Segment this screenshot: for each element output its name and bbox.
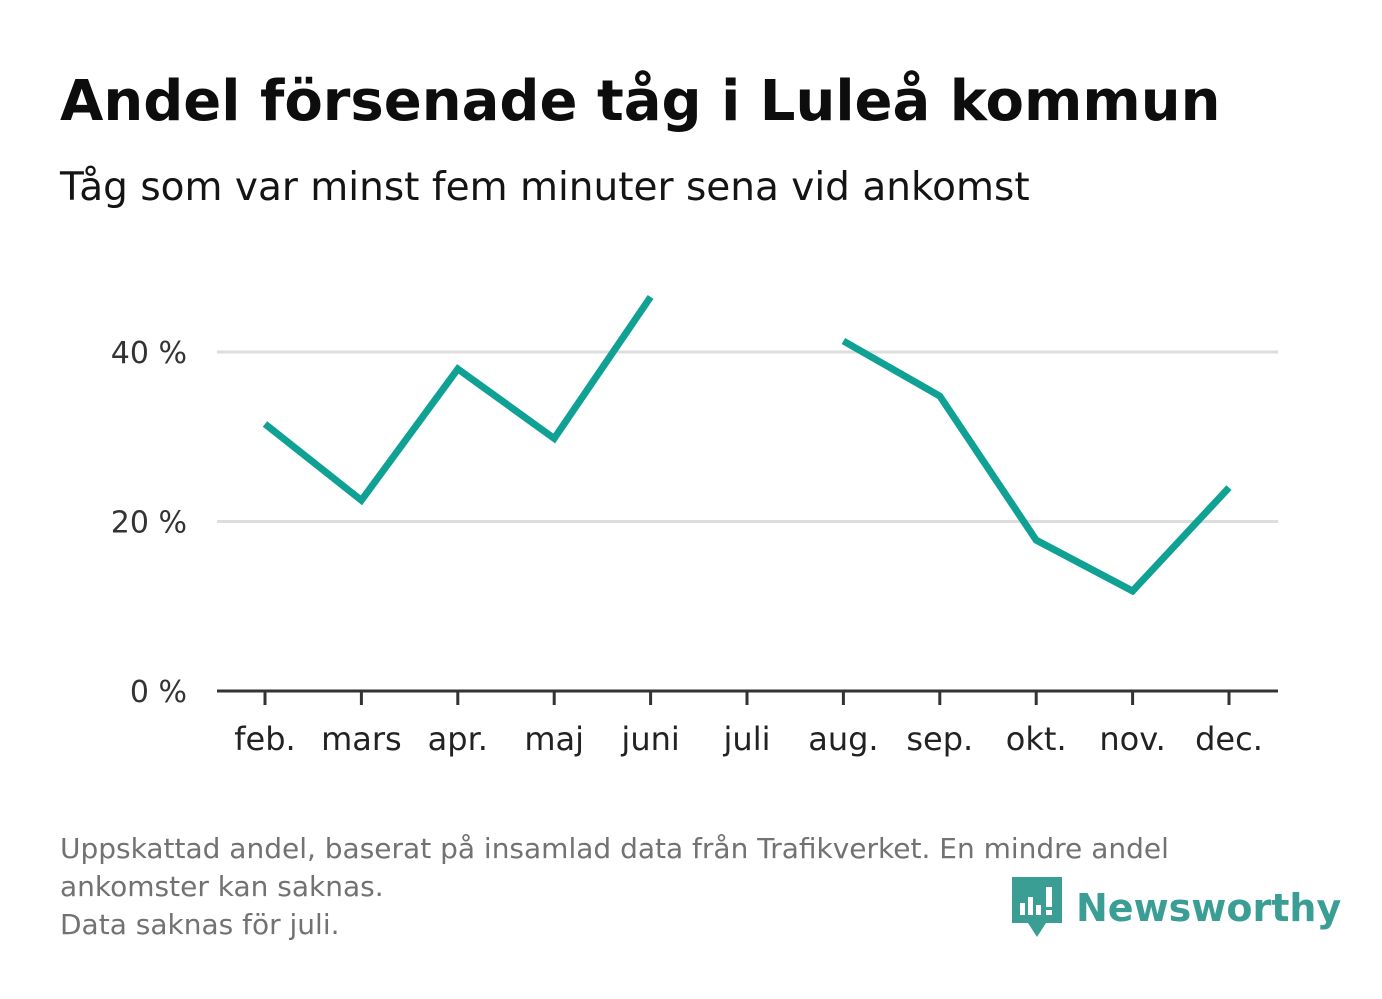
x-axis-tick-labels: feb. mars apr. maj juni juli aug. sep. okt. nov. d… <box>234 720 1263 758</box>
x-tick-label: maj <box>524 720 584 758</box>
y-tick-label: 20 % <box>111 506 187 541</box>
footnote-line-1: Uppskattad andel, baserat på insamlad da… <box>60 832 1169 865</box>
chart-subtitle: Tåg som var minst fem minuter sena vid a… <box>60 165 1030 210</box>
x-tick-label: nov. <box>1099 720 1165 758</box>
footnote: Uppskattad andel, baserat på insamlad da… <box>60 830 1310 944</box>
chart-title: Andel försenade tåg i Luleå kommun <box>60 69 1221 134</box>
x-tick-label: mars <box>321 720 402 758</box>
footnote-line-3: Data saknas för juli. <box>60 908 340 941</box>
series-lines <box>262 294 1232 596</box>
x-tick-label: juli <box>723 720 771 758</box>
y-tick-label: 40 % <box>111 336 187 371</box>
series-line-segment <box>262 294 654 506</box>
newsworthy-logo-icon <box>1012 877 1062 937</box>
x-axis <box>217 689 1278 705</box>
gridlines <box>217 350 1278 523</box>
x-tick-label: okt. <box>1006 720 1067 758</box>
x-tick-label: aug. <box>808 720 878 758</box>
y-axis-tick-labels: 0 % 20 % 40 % <box>111 336 187 710</box>
footnote-line-2: ankomster kan saknas. <box>60 870 384 903</box>
series-line-segment <box>841 337 1232 596</box>
x-tick-label: apr. <box>428 720 488 758</box>
y-tick-label: 0 % <box>130 675 187 710</box>
brand: Newsworthy <box>1012 876 1341 940</box>
x-tick-label: sep. <box>906 720 973 758</box>
x-tick-label: juni <box>620 720 679 758</box>
x-tick-label: dec. <box>1195 720 1263 758</box>
x-tick-label: feb. <box>234 720 295 758</box>
brand-name: Newsworthy <box>1076 886 1342 930</box>
